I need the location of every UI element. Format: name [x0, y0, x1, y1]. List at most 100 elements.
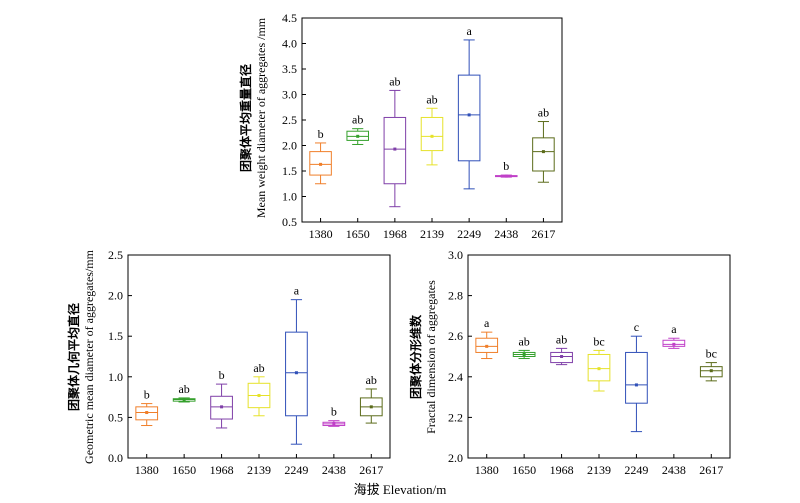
mwd-x-tick-label: 2249	[457, 227, 481, 241]
mean-marker	[709, 369, 713, 373]
gmd-y-tick-label: 2.5	[108, 248, 123, 262]
significance-letter: a	[484, 316, 490, 330]
mwd-x-tick-label: 2617	[531, 227, 555, 241]
panel-mwd-ylabel-en: Mean weight diameter of aggregates /mm	[254, 17, 268, 218]
significance-letter: a	[466, 24, 472, 38]
fd-box-2617: bc	[699, 347, 723, 382]
mean-marker	[257, 393, 261, 397]
panel-mean-weight-diameter: 团聚体平均重量直径 Mean weight diameter of aggreg…	[238, 11, 563, 241]
mean-marker	[485, 344, 489, 348]
significance-letter: ab	[538, 106, 549, 120]
mwd-y-tick-label: 4.5	[282, 11, 297, 25]
significance-letter: ab	[518, 334, 529, 348]
significance-letter: bc	[593, 334, 604, 348]
significance-letter: b	[219, 368, 225, 382]
mwd-y-tick-label: 2.0	[282, 139, 297, 153]
significance-letter: ab	[389, 74, 400, 88]
fd-box-1380: a	[475, 316, 499, 360]
significance-letter: ab	[556, 332, 567, 346]
mwd-y-tick-label: 1.5	[282, 164, 297, 178]
mean-marker	[332, 422, 336, 426]
gmd-box-2438: b	[322, 405, 346, 427]
fd-x-tick-label: 2249	[624, 463, 648, 477]
mean-marker	[319, 162, 323, 166]
gmd-y-tick-label: 0.0	[108, 451, 123, 465]
gmd-y-tick-label: 2.0	[108, 289, 123, 303]
fd-y-tick-label: 2.6	[448, 329, 463, 343]
shared-x-axis-label: 海拔 Elevation/m	[354, 482, 447, 497]
box-iqr	[457, 74, 481, 162]
mean-marker	[467, 113, 471, 117]
significance-letter: b	[318, 127, 324, 141]
gmd-box-2139: ab	[247, 361, 271, 417]
gmd-x-tick-label: 1968	[210, 463, 234, 477]
fd-x-tick-label: 2617	[699, 463, 723, 477]
panel-gmd-ylabel-cn: 团聚体几何平均直径	[66, 303, 81, 411]
gmd-y-tick-label: 1.0	[108, 370, 123, 384]
gmd-x-tick-label: 2617	[359, 463, 383, 477]
fd-x-tick-label: 2139	[587, 463, 611, 477]
panel-fractal-dimension: 团聚体分形维数 Fractal dimension of aggregates …	[408, 248, 731, 477]
panel-gmd-ylabel-en: Geometric mean diameter of aggregates/mm	[82, 249, 96, 464]
significance-letter: ab	[352, 113, 363, 127]
gmd-x-tick-label: 1650	[172, 463, 196, 477]
significance-letter: b	[331, 405, 337, 419]
mwd-x-tick-label: 2139	[420, 227, 444, 241]
panel-fd-ylabel-en: Fractal dimension of aggregates	[424, 280, 438, 434]
mean-marker	[634, 383, 638, 387]
mean-marker	[504, 174, 508, 178]
mean-marker	[393, 147, 397, 151]
fd-box-2249: c	[625, 320, 648, 433]
fd-y-tick-label: 2.0	[448, 451, 463, 465]
mwd-y-tick-label: 1.0	[282, 190, 297, 204]
fd-y-tick-label: 2.8	[448, 289, 463, 303]
fd-box-2438: a	[662, 322, 686, 349]
significance-letter: b	[503, 159, 509, 173]
mean-marker	[597, 367, 601, 371]
mwd-y-tick-label: 0.5	[282, 215, 297, 229]
gmd-box-1380: b	[135, 388, 159, 427]
mwd-y-tick-label: 3.0	[282, 88, 297, 102]
significance-letter: c	[634, 320, 639, 334]
mwd-box-1380: b	[309, 127, 332, 185]
fd-box-1650: ab	[512, 334, 536, 360]
mwd-x-tick-label: 1650	[346, 227, 370, 241]
significance-letter: a	[294, 284, 300, 298]
mwd-y-tick-label: 2.5	[282, 113, 297, 127]
mean-marker	[430, 134, 434, 138]
box-iqr	[532, 137, 555, 172]
mwd-box-1650: ab	[346, 113, 369, 145]
mean-marker	[145, 411, 149, 415]
fd-y-tick-label: 3.0	[448, 248, 463, 262]
significance-letter: ab	[426, 92, 437, 106]
fd-x-tick-label: 1968	[550, 463, 574, 477]
gmd-box-1650: ab	[172, 382, 196, 403]
gmd-x-tick-label: 2139	[247, 463, 271, 477]
mwd-box-2617: ab	[532, 106, 555, 183]
fd-box-1968: ab	[550, 332, 573, 366]
gmd-x-tick-label: 1380	[135, 463, 159, 477]
panel-mwd-ylabel-cn: 团聚体平均重量直径	[238, 64, 253, 172]
mwd-box-2438: b	[495, 159, 518, 178]
mwd-x-tick-label: 1380	[309, 227, 333, 241]
mean-marker	[294, 371, 298, 375]
fd-x-tick-label: 1650	[512, 463, 536, 477]
significance-letter: b	[144, 388, 150, 402]
fd-y-tick-label: 2.2	[448, 410, 463, 424]
mean-marker	[356, 134, 360, 138]
box-iqr	[420, 116, 444, 152]
panel-fd-ylabel-cn: 团聚体分形维数	[408, 314, 423, 399]
significance-letter: ab	[253, 361, 264, 375]
gmd-x-tick-label: 2438	[322, 463, 346, 477]
mean-marker	[541, 150, 545, 154]
mean-marker	[522, 352, 526, 356]
fd-x-tick-label: 1380	[475, 463, 499, 477]
gmd-box-2617: ab	[359, 373, 383, 424]
mean-marker	[369, 405, 373, 409]
significance-letter: ab	[178, 382, 189, 396]
mwd-x-tick-label: 2438	[494, 227, 518, 241]
significance-letter: bc	[706, 347, 717, 361]
mean-marker	[220, 405, 224, 409]
mwd-y-tick-label: 4.0	[282, 37, 297, 51]
